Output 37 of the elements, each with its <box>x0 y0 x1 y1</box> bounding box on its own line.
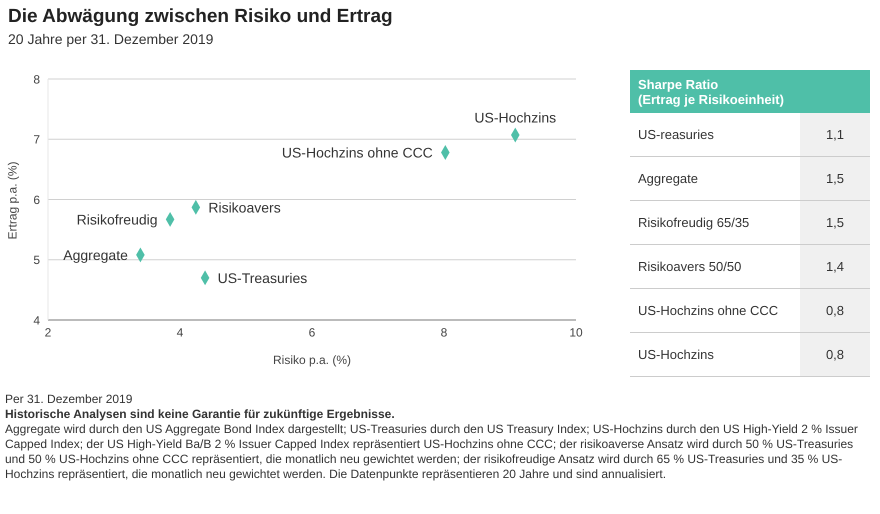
chart-title: Die Abwägung zwischen Risiko und Ertrag <box>8 6 393 28</box>
data-label: 0,8 <box>800 333 870 376</box>
x-tick-label: 8 <box>440 326 448 340</box>
text: (Ertrag je Risikoeinheit) <box>638 92 785 107</box>
x-tick-label: 6 <box>308 326 316 340</box>
text: Aggregate wird durch den US Aggregate Bond Index dargestellt; US-Treasuries durch den US Treasury Index; US-Hochzins durch den US High-Yield 2 % Issuer Capped Index; der US High-Yield Ba/B 2 % Issuer Capped Index repräsentiert US-Hochzins ohne CCC; der risikoaverse Ansatz wird durch 50 % US-Treasuries und 50 % US-Hochzins ohne CCC repräsentiert, die monatlich neu gewichtet werden; der risikofreudige Ansatz wird durch 65 % US-Treasuries und 35 % US-Hochzins repräsentiert, die monatlich neu gewichtet werden. Die Datenpunkte repräsentieren 20 Jahre und sind annualisiert. <box>5 422 859 482</box>
category-label: US-reasuries <box>637 126 715 144</box>
text: Per 31. Dezember 2019 <box>5 392 134 407</box>
category-label: Risikoavers 50/50 <box>637 258 742 276</box>
x-tick-label: 2 <box>44 326 52 340</box>
data-label: 1,5 <box>800 201 870 244</box>
category-label: US-Hochzins ohne CCC <box>637 302 780 320</box>
y-tick-label: 8 <box>33 72 40 86</box>
category-label: Risikofreudig 65/35 <box>637 214 750 232</box>
x-tick-label: 4 <box>176 326 184 340</box>
y-axis-title: Ertrag p.a. (%) <box>5 161 20 240</box>
y-tick-label: 4 <box>33 313 40 328</box>
category-label: US-Hochzins <box>637 346 715 364</box>
y-tick-label: 5 <box>33 253 40 268</box>
y-tick-label: 6 <box>33 192 40 207</box>
data-label: 1,5 <box>800 157 870 200</box>
series-label: Risikoavers <box>208 199 281 216</box>
series-label: US-Hochzins <box>474 110 556 126</box>
x-tick-label: 10 <box>569 326 583 340</box>
text: Sharpe Ratio <box>638 77 720 92</box>
data-label: 1,4 <box>800 245 870 288</box>
category-label: Aggregate <box>637 170 699 188</box>
x-axis-title: Risiko p.a. (%) <box>272 353 352 367</box>
chart-subtitle: 20 Jahre per 31. Dezember 2019 <box>8 31 214 47</box>
series-label: US-Hochzins ohne CCC <box>282 144 433 160</box>
data-label: 1,1 <box>800 113 870 156</box>
y-tick-label: 7 <box>33 132 40 147</box>
data-label: 0,8 <box>800 289 870 332</box>
text: Historische Analysen sind keine Garantie für zukünftige Ergebnisse. <box>5 407 396 422</box>
series-label: US-Treasuries <box>218 270 308 286</box>
series-label: Risikofreudig <box>76 211 158 228</box>
series-label: Aggregate <box>63 246 128 263</box>
